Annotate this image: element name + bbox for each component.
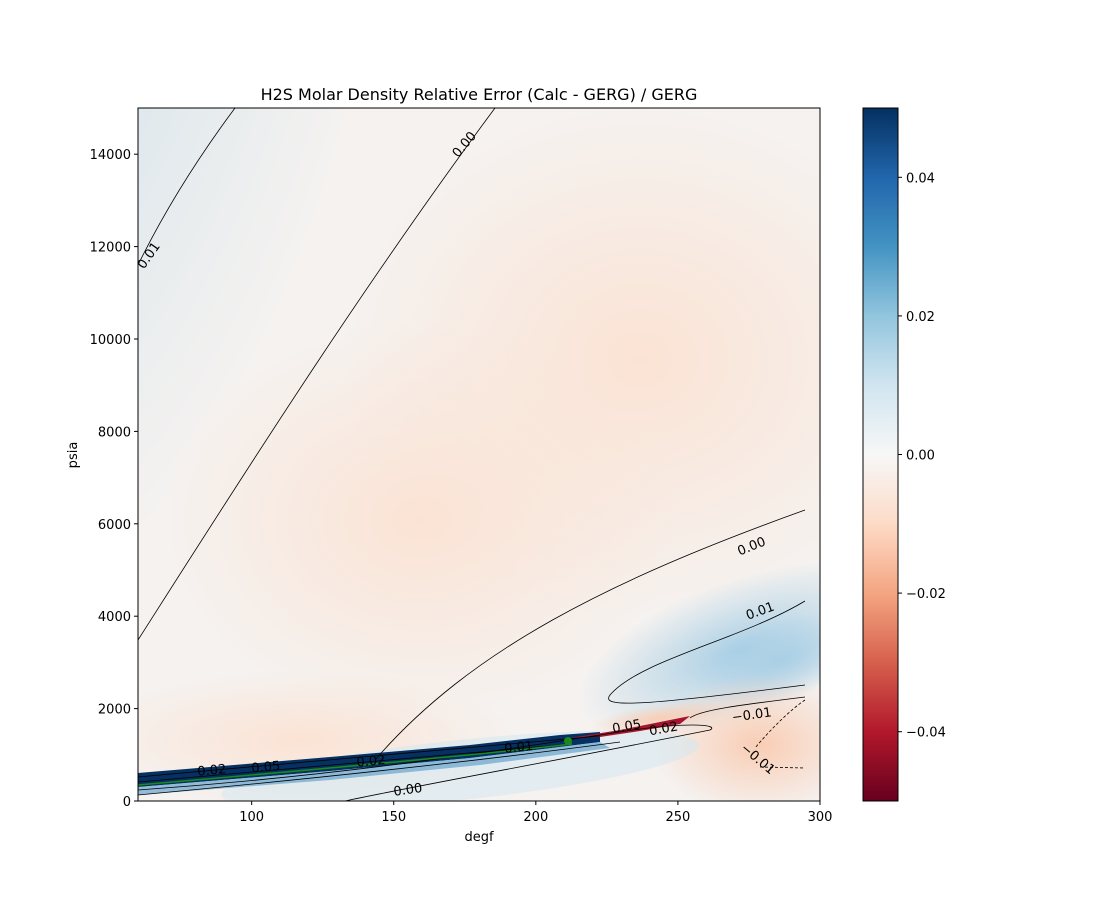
colorbar-tick-label: 0.00 <box>906 449 935 464</box>
x-tick-label: 300 <box>808 810 833 825</box>
heatmap-region-blue-topleft <box>138 108 410 660</box>
contour-label: 0.02 <box>648 719 679 739</box>
contour-line-neg0p01-lower-tail <box>759 766 806 769</box>
contour-line-0p01-right <box>608 600 806 704</box>
contour-label: 0.00 <box>393 781 424 800</box>
contour-line-neg0p01-lower <box>754 699 806 749</box>
x-axis: 100 150 200 250 300 <box>239 801 832 825</box>
y-tick-label: 2000 <box>98 703 131 718</box>
band-end-marker <box>564 737 572 745</box>
contour-line-green <box>138 743 573 786</box>
x-tick-label: 100 <box>239 810 264 825</box>
colorbar-tick-label: −0.04 <box>906 726 946 741</box>
y-axis: 0 2000 4000 6000 8000 10000 12000 14000 <box>90 148 138 810</box>
contour-label: 0.02 <box>197 762 227 779</box>
x-tick-label: 150 <box>381 810 406 825</box>
contour-line-0p02 <box>138 744 561 783</box>
chart-title: H2S Molar Density Relative Error (Calc -… <box>261 85 698 104</box>
y-tick-label: 10000 <box>90 333 131 348</box>
heatmap-field <box>138 108 820 801</box>
contour-line-0p00-bottom <box>138 724 713 801</box>
y-tick-label: 6000 <box>98 518 131 533</box>
contour-line-neg0p01 <box>689 696 806 719</box>
contour-label: 0.05 <box>251 759 281 776</box>
contour-label: 0.01 <box>504 739 534 757</box>
x-axis-label: degf <box>464 830 494 845</box>
y-tick-label: 14000 <box>90 148 131 163</box>
y-tick-label: 12000 <box>90 241 131 256</box>
saturation-band-blue <box>138 732 600 787</box>
x-tick-label: 250 <box>666 810 691 825</box>
contour-label: 0.05 <box>611 717 642 737</box>
contour-lines <box>138 108 806 801</box>
x-tick-label: 200 <box>523 810 548 825</box>
colorbar <box>862 107 899 802</box>
contour-line-0p00-upper <box>138 108 496 641</box>
contour-line-0p00-right <box>374 509 806 761</box>
plot-frame <box>137 107 821 802</box>
colorbar-tick-label: 0.04 <box>906 171 935 186</box>
y-tick-label: 4000 <box>98 610 131 625</box>
contour-label: 0.02 <box>356 753 386 770</box>
contour-line-0p01-upper <box>138 108 236 266</box>
colorbar-ticks: 0.04 0.02 0.00 −0.02 −0.04 <box>898 171 946 741</box>
y-tick-label: 8000 <box>98 425 131 440</box>
y-axis-label: psia <box>66 442 81 469</box>
contour-line-0p01-lowleft <box>138 741 621 796</box>
colorbar-tick-label: −0.02 <box>906 587 946 602</box>
contour-label: −0.01 <box>731 705 773 725</box>
y-tick-label: 0 <box>123 795 131 810</box>
contour-line-0p05 <box>138 735 601 778</box>
colorbar-tick-label: 0.02 <box>906 310 935 325</box>
saturation-band-blue-light <box>138 742 610 795</box>
heatmap-region-orange-spur <box>590 701 730 735</box>
